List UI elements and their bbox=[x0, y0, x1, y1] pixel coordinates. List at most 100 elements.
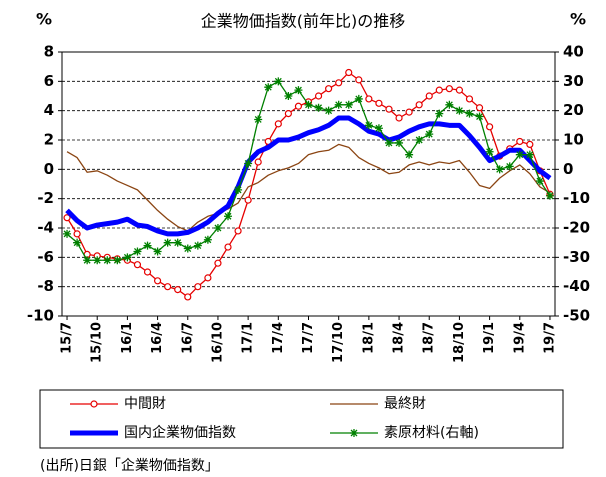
y2-tick-label: -20 bbox=[563, 219, 590, 237]
marker bbox=[203, 235, 212, 244]
marker bbox=[244, 159, 253, 168]
marker bbox=[183, 244, 192, 253]
marker bbox=[83, 256, 92, 265]
marker bbox=[545, 191, 554, 200]
marker bbox=[264, 83, 273, 92]
marker bbox=[254, 158, 262, 166]
marker bbox=[405, 108, 413, 116]
marker bbox=[133, 261, 142, 269]
y-tick-label: 6 bbox=[44, 72, 54, 90]
x-tick-label: 15/7 bbox=[60, 322, 75, 354]
marker bbox=[194, 283, 202, 291]
marker bbox=[314, 103, 323, 112]
y2-tick-label: -30 bbox=[563, 248, 590, 266]
y-tick-label: 8 bbox=[44, 43, 54, 61]
x-tick-label: 19/7 bbox=[542, 322, 557, 354]
marker bbox=[304, 100, 313, 109]
marker bbox=[385, 105, 393, 113]
marker bbox=[73, 230, 81, 238]
marker bbox=[153, 247, 162, 256]
x-tick-label: 16/4 bbox=[150, 322, 165, 354]
marker bbox=[445, 100, 454, 109]
marker bbox=[365, 95, 373, 103]
chart-title: 企業物価指数(前年比)の推移 bbox=[201, 12, 406, 31]
marker bbox=[384, 138, 393, 147]
marker bbox=[435, 109, 444, 118]
y-tick-label: -8 bbox=[37, 277, 54, 295]
marker bbox=[113, 256, 122, 265]
marker bbox=[516, 137, 524, 146]
marker bbox=[345, 68, 353, 77]
marker bbox=[445, 85, 453, 93]
y-unit: % bbox=[36, 10, 52, 29]
legend-label: 最終財 bbox=[384, 396, 426, 412]
y2-tick-label: -40 bbox=[563, 277, 590, 295]
x-tick-label: 17/10 bbox=[331, 322, 346, 363]
marker bbox=[90, 400, 98, 408]
marker bbox=[213, 224, 222, 232]
marker bbox=[344, 100, 353, 109]
marker bbox=[214, 259, 222, 267]
y-tick-label: -2 bbox=[37, 189, 54, 207]
marker bbox=[375, 99, 383, 107]
marker bbox=[224, 212, 233, 221]
legend-box bbox=[39, 389, 564, 449]
marker bbox=[234, 227, 242, 235]
marker bbox=[395, 114, 403, 122]
plot-area bbox=[61, 51, 556, 317]
marker bbox=[495, 165, 504, 174]
x-tick-label: 16/10 bbox=[210, 322, 225, 363]
x-tick-label: 16/7 bbox=[180, 322, 195, 354]
marker bbox=[123, 253, 132, 262]
marker bbox=[294, 86, 303, 95]
y-tick-label: -10 bbox=[27, 307, 54, 325]
marker bbox=[133, 247, 142, 256]
marker bbox=[244, 196, 252, 204]
y2-tick-label: -10 bbox=[563, 189, 590, 207]
marker bbox=[475, 112, 484, 121]
marker bbox=[284, 109, 292, 118]
marker bbox=[435, 86, 443, 94]
marker bbox=[224, 243, 232, 251]
y-tick-label: 2 bbox=[44, 131, 54, 149]
marker bbox=[350, 429, 358, 437]
marker bbox=[364, 121, 373, 130]
x-tick-label: 19/4 bbox=[512, 322, 527, 354]
marker bbox=[535, 177, 544, 186]
marker bbox=[335, 79, 343, 87]
marker bbox=[274, 120, 282, 128]
marker bbox=[486, 123, 494, 131]
marker bbox=[163, 238, 172, 247]
legend-label: 素原材料(右軸) bbox=[384, 425, 479, 441]
marker bbox=[475, 104, 484, 112]
x-tick-label: 18/4 bbox=[392, 322, 407, 354]
x-tick-label: 16/1 bbox=[120, 322, 135, 354]
marker bbox=[354, 94, 363, 103]
x-tick-label: 15/10 bbox=[90, 322, 105, 363]
marker bbox=[274, 77, 283, 86]
marker bbox=[103, 256, 112, 265]
marker bbox=[526, 140, 534, 148]
marker bbox=[143, 268, 152, 276]
marker bbox=[455, 106, 464, 115]
marker bbox=[164, 283, 172, 291]
marker bbox=[284, 92, 293, 100]
marker bbox=[294, 102, 303, 110]
y2-tick-label: 40 bbox=[563, 43, 584, 61]
marker bbox=[234, 185, 243, 194]
marker bbox=[325, 85, 333, 93]
x-tick-label: 17/7 bbox=[301, 322, 316, 354]
marker bbox=[173, 238, 182, 247]
source-note: (出所)日銀「企業物価指数」 bbox=[40, 457, 219, 474]
x-tick-label: 19/1 bbox=[482, 322, 497, 354]
y2-tick-label: 30 bbox=[563, 72, 584, 90]
marker bbox=[63, 214, 71, 222]
marker bbox=[254, 115, 263, 124]
marker bbox=[395, 138, 404, 147]
marker bbox=[174, 286, 182, 294]
x-tick-label: 17/4 bbox=[271, 322, 286, 354]
y2-tick-label: -50 bbox=[563, 307, 590, 325]
marker bbox=[465, 95, 474, 103]
marker bbox=[143, 241, 152, 250]
